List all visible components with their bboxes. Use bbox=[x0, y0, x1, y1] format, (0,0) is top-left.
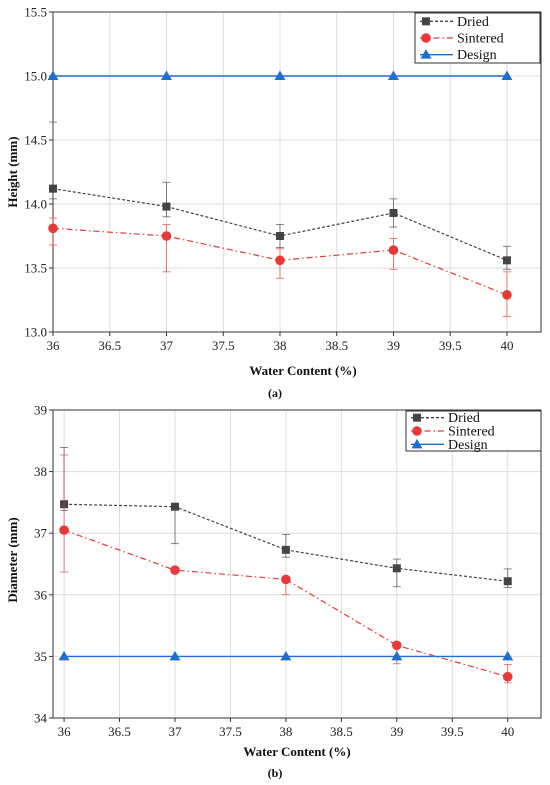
height-chart-series-sintered bbox=[48, 217, 512, 318]
diameter-chart-series-sintered-errorbar bbox=[60, 454, 69, 573]
height-chart-ytick-label: 14.5 bbox=[24, 133, 47, 148]
diameter-chart: Water Content (%) Diameter (mm) (b) 36 36… bbox=[5, 403, 542, 780]
diameter-chart-series-design-point bbox=[169, 650, 181, 661]
diameter-chart-series-dried-point bbox=[503, 577, 512, 586]
height-chart-series-design-point bbox=[274, 70, 286, 80]
height-chart-series-dried-point bbox=[49, 184, 57, 193]
height-chart-series-dried-point bbox=[275, 232, 284, 240]
height-chart-series-dried-point bbox=[389, 208, 398, 217]
diameter-chart-ytick-label: 37 bbox=[34, 526, 48, 541]
diameter-chart-legend-label-sintered: Sintered bbox=[448, 425, 495, 440]
height-chart-series-dried-point bbox=[162, 202, 171, 211]
diameter-chart-ytick-label: 38 bbox=[34, 464, 47, 479]
diameter-chart-xtick-label: 39 bbox=[390, 724, 403, 739]
diameter-chart-grid bbox=[53, 409, 541, 719]
diameter-chart-series-dried-errorbar bbox=[171, 506, 179, 545]
height-chart-xtick-label: 39.5 bbox=[439, 338, 462, 353]
diameter-chart-xtick-label: 38 bbox=[279, 724, 292, 739]
diameter-chart-series-sintered-point bbox=[502, 671, 513, 682]
diameter-chart-xtick-label: 39.5 bbox=[441, 724, 464, 739]
height-chart-series-sintered-point bbox=[275, 255, 285, 266]
height-chart-xtick-label: 36.5 bbox=[98, 338, 121, 353]
diameter-chart-plot-frame bbox=[52, 409, 542, 719]
height-chart-series-design-point bbox=[160, 70, 172, 80]
height-chart-series-dried-point bbox=[502, 256, 511, 265]
diameter-chart-xtick-label: 37.5 bbox=[219, 724, 242, 739]
diameter-chart-series-sintered-point bbox=[392, 640, 402, 651]
height-chart-xtick-label: 40 bbox=[500, 338, 513, 353]
diameter-chart-legend-label-design: Design bbox=[448, 438, 488, 453]
height-chart-legend-label-sintered: Sintered bbox=[457, 32, 504, 47]
height-chart-legend-label-design: Design bbox=[457, 48, 497, 63]
height-chart-xlabel: Water Content (%) bbox=[249, 363, 356, 378]
height-chart-xtick-label: 37.5 bbox=[212, 338, 235, 353]
height-chart-ytick-label: 15.0 bbox=[24, 69, 47, 84]
height-chart-series-sintered-point bbox=[48, 223, 58, 234]
diameter-chart-xtick-label: 40 bbox=[501, 724, 514, 739]
diameter-chart-xtick-label: 37 bbox=[169, 724, 183, 739]
diameter-chart-ytick-label: 35 bbox=[34, 649, 47, 664]
height-chart: Water Content (%) Height (mm) (a) 36 36.5… bbox=[5, 5, 542, 400]
diameter-chart-series-dried-point bbox=[392, 564, 401, 573]
diameter-chart-ylabel: Diameter (mm) bbox=[5, 517, 20, 602]
diameter-chart-series-dried-errorbar bbox=[392, 558, 401, 588]
height-chart-ytick-label: 14.0 bbox=[24, 197, 47, 212]
height-chart-ylabel: Height (mm) bbox=[5, 136, 20, 207]
diameter-chart-legend-marker-dried bbox=[413, 413, 421, 422]
height-chart-series-dried bbox=[49, 121, 511, 270]
height-chart-caption: (a) bbox=[268, 386, 282, 400]
diameter-chart-series-design bbox=[58, 650, 514, 661]
diameter-chart-series-sintered-point bbox=[170, 565, 180, 575]
height-chart-series-design-point bbox=[501, 70, 513, 80]
diameter-chart-ytick-label: 36 bbox=[34, 587, 48, 602]
height-chart-ytick-label: 13.0 bbox=[24, 325, 47, 340]
height-chart-series-sintered-point bbox=[502, 290, 512, 300]
height-chart-ytick-label: 15.5 bbox=[24, 5, 47, 20]
height-chart-xtick-label: 39 bbox=[387, 338, 400, 353]
height-chart-ytick-label: 13.5 bbox=[24, 261, 47, 276]
height-chart-legend-marker-dried bbox=[422, 17, 430, 26]
diameter-chart-xlabel: Water Content (%) bbox=[243, 744, 350, 759]
diameter-chart-caption: (b) bbox=[268, 766, 283, 780]
height-chart-series-design-point bbox=[387, 70, 399, 80]
diameter-chart-xtick-label: 38.5 bbox=[330, 724, 353, 739]
height-chart-series-sintered-point bbox=[388, 245, 399, 255]
height-chart-xtick-label: 36 bbox=[47, 338, 61, 353]
height-chart-series-design-point bbox=[47, 70, 59, 80]
diameter-chart-series-design-point bbox=[502, 650, 514, 661]
diameter-chart-legend-label-dried: Dried bbox=[448, 411, 480, 426]
height-chart-xtick-label: 37 bbox=[160, 338, 174, 353]
diameter-chart-series-design-point bbox=[280, 650, 292, 661]
diameter-chart-legend-marker-design bbox=[411, 438, 423, 449]
diameter-chart-series-design-point bbox=[391, 650, 403, 661]
diameter-chart-xtick-label: 36 bbox=[58, 724, 72, 739]
height-chart-xtick-label: 38 bbox=[273, 338, 286, 353]
diameter-chart-ytick-label: 34 bbox=[34, 711, 48, 726]
diameter-chart-series-dried-point bbox=[281, 545, 290, 554]
height-chart-xtick-label: 38.5 bbox=[325, 338, 348, 353]
diameter-chart-series-sintered-point bbox=[59, 525, 69, 535]
diameter-chart-series-sintered-point bbox=[281, 574, 291, 585]
height-chart-legend-marker-design bbox=[420, 49, 432, 59]
diameter-chart-series-dried-point bbox=[171, 502, 179, 511]
height-chart-legend-label-dried: Dried bbox=[457, 15, 489, 30]
diameter-chart-legend-marker-sintered bbox=[412, 426, 422, 436]
height-chart-legend-marker-sintered bbox=[421, 33, 431, 43]
diameter-chart-ytick-label: 39 bbox=[34, 403, 47, 418]
height-chart-series-dried-errorbar bbox=[162, 181, 171, 218]
diameter-chart-series-design-point bbox=[58, 650, 70, 661]
height-chart-series-design bbox=[47, 70, 513, 80]
height-chart-series-sintered-point bbox=[161, 231, 172, 241]
diameter-chart-xtick-label: 36.5 bbox=[108, 724, 131, 739]
